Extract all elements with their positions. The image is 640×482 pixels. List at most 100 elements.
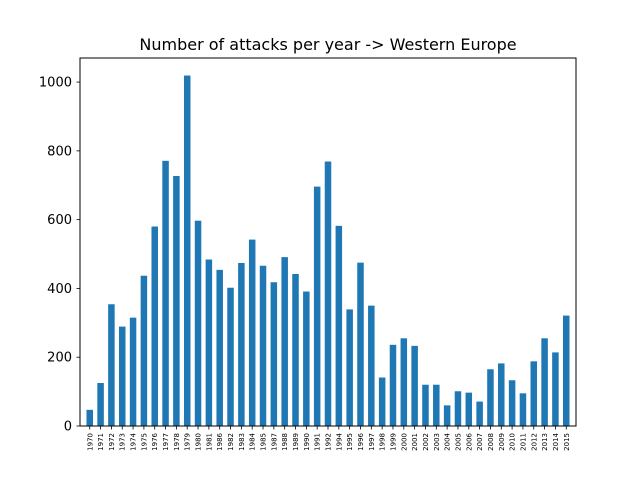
x-axis: 1970 1971 1972 1973 1974 1975 1976 1977 1978 1979…: [86, 426, 571, 451]
y-tick-label: 400: [47, 282, 72, 297]
x-tick-label: 2009: [498, 433, 506, 451]
x-tick-label: 2002: [422, 433, 430, 451]
x-tick-label: 1980: [195, 433, 203, 451]
x-tick-label: 1995: [346, 433, 354, 451]
x-tick-label: 2008: [487, 433, 495, 451]
y-tick-label: 600: [47, 213, 72, 228]
bar-1984: [248, 239, 256, 426]
bar-2007: [476, 401, 483, 426]
bar-1973: [118, 326, 126, 426]
bar-2002: [422, 384, 429, 426]
x-tick-label: 2011: [519, 433, 527, 451]
x-tick-label: 1984: [249, 432, 257, 450]
bar-1997: [368, 305, 375, 426]
x-tick-label: 1988: [281, 433, 289, 451]
x-tick-label: 1982: [227, 433, 235, 451]
bar-1974: [129, 317, 137, 426]
x-tick-label: 1974: [130, 432, 138, 450]
bar-1983: [238, 262, 245, 426]
x-tick-label: 1996: [357, 432, 365, 450]
bar-1999: [389, 344, 397, 426]
x-tick-label: 2015: [563, 433, 571, 451]
x-tick-label: 2004: [444, 432, 452, 450]
y-tick-label: 1000: [39, 76, 72, 91]
bar-1980: [194, 220, 202, 426]
bar-2013: [541, 338, 548, 426]
bar-1970: [86, 409, 93, 426]
bar-2000: [400, 338, 408, 426]
x-tick-label: 1992: [325, 433, 333, 451]
bar-1979: [183, 75, 191, 426]
bars-group: [86, 75, 570, 426]
bar-1982: [227, 287, 234, 426]
x-tick-label: 2012: [530, 433, 538, 451]
x-tick-label: 2007: [476, 433, 484, 451]
x-tick-label: 2010: [509, 433, 517, 451]
bar-1989: [292, 273, 299, 426]
bar-2010: [508, 380, 516, 426]
y-axis: 0 200 400 600 800 1000: [39, 76, 80, 435]
x-tick-label: 1978: [173, 433, 181, 451]
bar-1987: [270, 282, 278, 426]
bar-1996: [357, 262, 364, 426]
x-tick-label: 1990: [303, 433, 311, 451]
x-tick-label: 1985: [260, 433, 268, 451]
bar-1975: [140, 275, 148, 426]
x-tick-label: 1983: [238, 433, 246, 451]
bar-1992: [324, 161, 332, 426]
bar-1977: [162, 160, 169, 426]
x-tick-label: 1972: [108, 433, 116, 451]
bar-1972: [108, 304, 115, 426]
chart-title: Number of attacks per year -> Western Eu…: [139, 35, 516, 54]
x-tick-label: 1999: [389, 433, 397, 451]
x-tick-label: 1973: [119, 433, 127, 451]
x-tick-label: 2000: [400, 433, 408, 451]
bar-2014: [552, 352, 559, 426]
bar-1998: [378, 377, 386, 426]
bar-2012: [530, 361, 538, 426]
bar-2003: [433, 384, 440, 426]
bar-1986: [216, 269, 223, 426]
bar-1991: [313, 186, 321, 426]
x-tick-label: 1986: [216, 432, 224, 450]
bar-1995: [346, 309, 353, 426]
bar-2004: [443, 405, 451, 426]
y-tick-label: 200: [47, 351, 72, 366]
x-tick-label: 1970: [86, 433, 94, 451]
x-tick-label: 1979: [184, 433, 192, 451]
x-tick-label: 1971: [97, 433, 105, 451]
bar-2011: [519, 393, 527, 426]
x-tick-label: 2013: [541, 433, 549, 451]
y-tick-label: 800: [47, 144, 72, 159]
bar-1985: [259, 265, 267, 426]
x-tick-label: 1976: [151, 432, 159, 450]
bar-1994: [335, 225, 343, 426]
x-tick-label: 1998: [379, 433, 387, 451]
x-tick-label: 1987: [270, 433, 278, 451]
bar-1978: [173, 175, 180, 426]
bar-2005: [454, 391, 462, 426]
y-tick-label: 0: [64, 420, 72, 435]
bar-2015: [563, 315, 570, 426]
x-tick-label: 1997: [368, 433, 376, 451]
bar-1990: [303, 291, 310, 426]
bar-2009: [498, 363, 505, 426]
x-tick-label: 2003: [433, 433, 441, 451]
bar-1988: [281, 257, 288, 426]
bar-1976: [151, 226, 158, 426]
x-tick-label: 1994: [335, 432, 343, 450]
plot-frame: [79, 57, 577, 427]
bar-2008: [487, 369, 494, 426]
bar-2006: [465, 392, 473, 426]
x-tick-label: 2014: [552, 432, 560, 450]
x-tick-label: 1977: [162, 433, 170, 451]
x-tick-label: 2005: [454, 433, 462, 451]
x-tick-label: 1991: [314, 433, 322, 451]
x-tick-label: 1989: [292, 433, 300, 451]
bar-1981: [205, 259, 213, 426]
x-tick-label: 1975: [140, 433, 148, 451]
x-tick-label: 2006: [465, 432, 473, 450]
bar-1971: [97, 383, 104, 426]
